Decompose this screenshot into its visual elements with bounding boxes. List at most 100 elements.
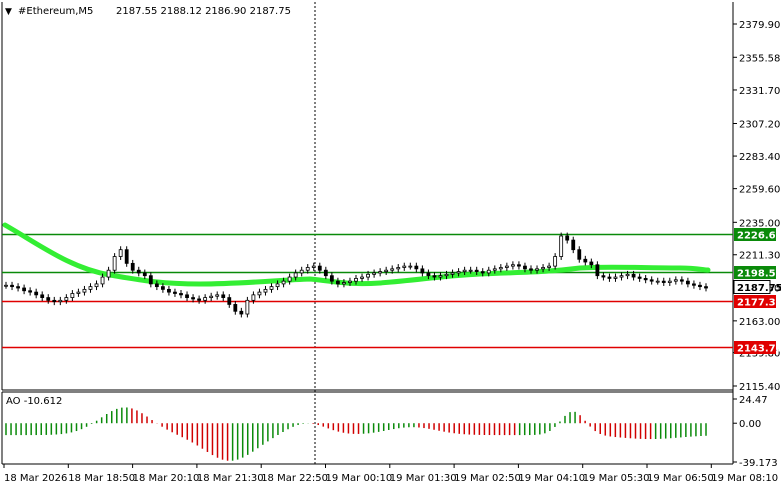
candle: [408, 262, 413, 270]
candle: [559, 232, 564, 260]
candle: [547, 262, 552, 271]
ohlc-values: 2187.55 2188.12 2186.90 2187.75: [116, 6, 291, 17]
candle: [239, 307, 244, 318]
price-tick-label: 2139.80: [739, 349, 780, 360]
candle: [233, 301, 238, 315]
candle: [577, 246, 582, 263]
candle: [354, 275, 358, 285]
candle: [46, 294, 51, 304]
candle: [209, 292, 214, 302]
candle: [335, 277, 340, 288]
candle: [523, 262, 527, 273]
time-label: 19 Mar 01:30: [390, 473, 457, 484]
candle: [76, 288, 81, 297]
candle: [414, 262, 419, 273]
ao-axis: 24.47 0.00 -39.173: [733, 395, 778, 469]
level-tag: [734, 341, 776, 354]
candle: [263, 285, 268, 296]
level-tag-label: 2198.57: [737, 269, 781, 280]
candle: [197, 295, 202, 304]
ao-indicator-panel[interactable]: AO -10.612 24.47 0.00 -39.173: [1, 391, 778, 469]
candle: [179, 290, 183, 299]
candle: [601, 272, 606, 281]
level-tag: [734, 266, 776, 279]
level-tag: [734, 295, 776, 308]
candle: [589, 258, 594, 269]
current-price-label: 2187.75: [737, 283, 781, 294]
candle: [384, 266, 389, 276]
candle: [661, 277, 666, 286]
candle: [480, 268, 485, 277]
candle: [173, 288, 177, 297]
candle: [323, 266, 328, 280]
candle: [191, 294, 195, 303]
price-axis: 2379.90 2355.58 2331.70 2307.20 2283.40 2259.…: [733, 20, 780, 393]
candle: [571, 236, 576, 254]
candle: [372, 269, 377, 278]
candle: [34, 288, 39, 299]
ao-title: AO -10.612: [6, 396, 62, 407]
candle: [251, 291, 256, 304]
candle: [148, 272, 153, 288]
candle: [311, 262, 316, 271]
candle: [486, 266, 491, 277]
price-tick-label: 2379.90: [739, 20, 780, 31]
time-label: 19 Mar 06:50: [647, 473, 714, 484]
candle: [58, 296, 63, 306]
candle: [631, 270, 636, 281]
ao-tick-label: -39.173: [739, 458, 778, 469]
candle: [685, 277, 690, 288]
level-tag-label: 2177.30: [737, 298, 781, 309]
candle: [227, 294, 232, 308]
candle: [221, 291, 226, 302]
candle: [679, 276, 684, 285]
candle: [607, 273, 612, 282]
candle: [426, 269, 431, 280]
level-price-tags: 2226.66 2198.57 2177.30 2143.78: [734, 228, 781, 355]
candle: [305, 264, 310, 274]
candle: [625, 270, 630, 280]
candle: [160, 283, 165, 293]
price-candles: [4, 232, 708, 318]
candle: [112, 253, 117, 274]
candle: [185, 291, 189, 302]
candle: [535, 265, 539, 274]
candle: [203, 294, 208, 304]
time-label: 18 Mar 2026: [4, 473, 67, 484]
level-tag: [734, 228, 776, 241]
level-lines[interactable]: [2, 233, 733, 349]
ao-histogram: [5, 407, 707, 461]
candle: [275, 280, 280, 291]
candle: [698, 281, 702, 291]
candle: [106, 266, 111, 281]
candle: [130, 259, 135, 274]
candle: [100, 273, 105, 288]
candle: [510, 261, 515, 270]
price-tick-label: 2211.30: [739, 251, 780, 262]
candle: [317, 262, 322, 274]
current-price-tag: 2187.75: [733, 279, 781, 294]
candle: [329, 272, 334, 285]
time-label: 19 Mar 08:10: [711, 473, 778, 484]
price-tick-label: 2235.00: [739, 218, 780, 229]
time-label: 19 Mar 04:10: [518, 473, 585, 484]
candle: [390, 265, 395, 274]
candle: [245, 296, 250, 318]
candle: [673, 276, 678, 285]
candle: [704, 283, 708, 292]
price-tick-label: 2307.20: [739, 119, 780, 130]
candle: [456, 268, 461, 277]
main-chart-panel[interactable]: [1, 2, 734, 464]
candle: [88, 283, 93, 293]
candle: [257, 288, 262, 299]
candle: [281, 277, 286, 288]
price-tick-label: 2115.40: [739, 382, 780, 393]
chart-menu-arrow[interactable]: ▼: [5, 7, 12, 17]
price-tick-label: 2163.00: [739, 317, 780, 328]
candle: [583, 255, 588, 266]
candle: [28, 287, 33, 296]
candle: [498, 264, 503, 273]
candle: [420, 265, 425, 277]
